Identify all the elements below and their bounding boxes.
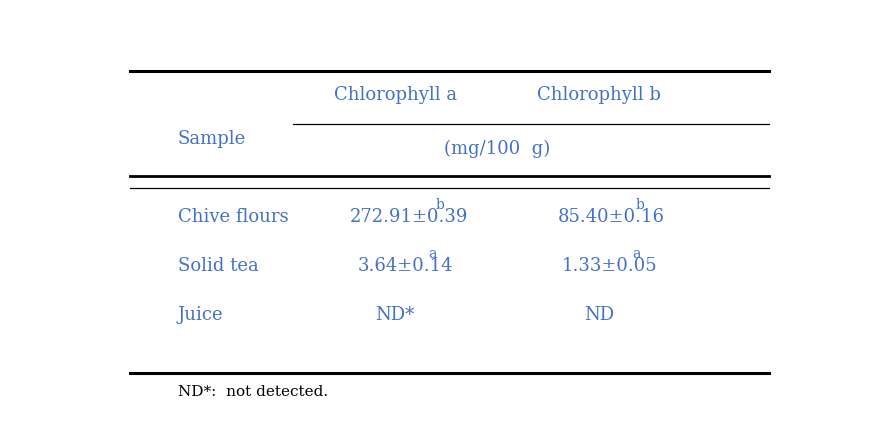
Text: 85.40±0.16: 85.40±0.16 (558, 208, 665, 226)
Text: Sample: Sample (178, 130, 246, 148)
Text: a: a (631, 247, 640, 261)
Text: 3.64±0.14: 3.64±0.14 (358, 257, 453, 275)
Text: ND: ND (584, 306, 614, 324)
Text: ND*: ND* (375, 306, 415, 324)
Text: 1.33±0.05: 1.33±0.05 (561, 257, 657, 275)
Text: Solid tea: Solid tea (178, 257, 259, 275)
Text: Chlorophyll b: Chlorophyll b (537, 86, 661, 104)
Text: (mg/100  g): (mg/100 g) (444, 140, 550, 158)
Text: ND*:  not detected.: ND*: not detected. (178, 385, 328, 399)
Text: Chlorophyll a: Chlorophyll a (333, 86, 457, 104)
Text: b: b (636, 198, 645, 213)
Text: 272.91±0.39: 272.91±0.39 (350, 208, 468, 226)
Text: Chive flours: Chive flours (178, 208, 289, 226)
Text: a: a (428, 247, 436, 261)
Text: Juice: Juice (178, 306, 224, 324)
Text: b: b (436, 198, 445, 213)
